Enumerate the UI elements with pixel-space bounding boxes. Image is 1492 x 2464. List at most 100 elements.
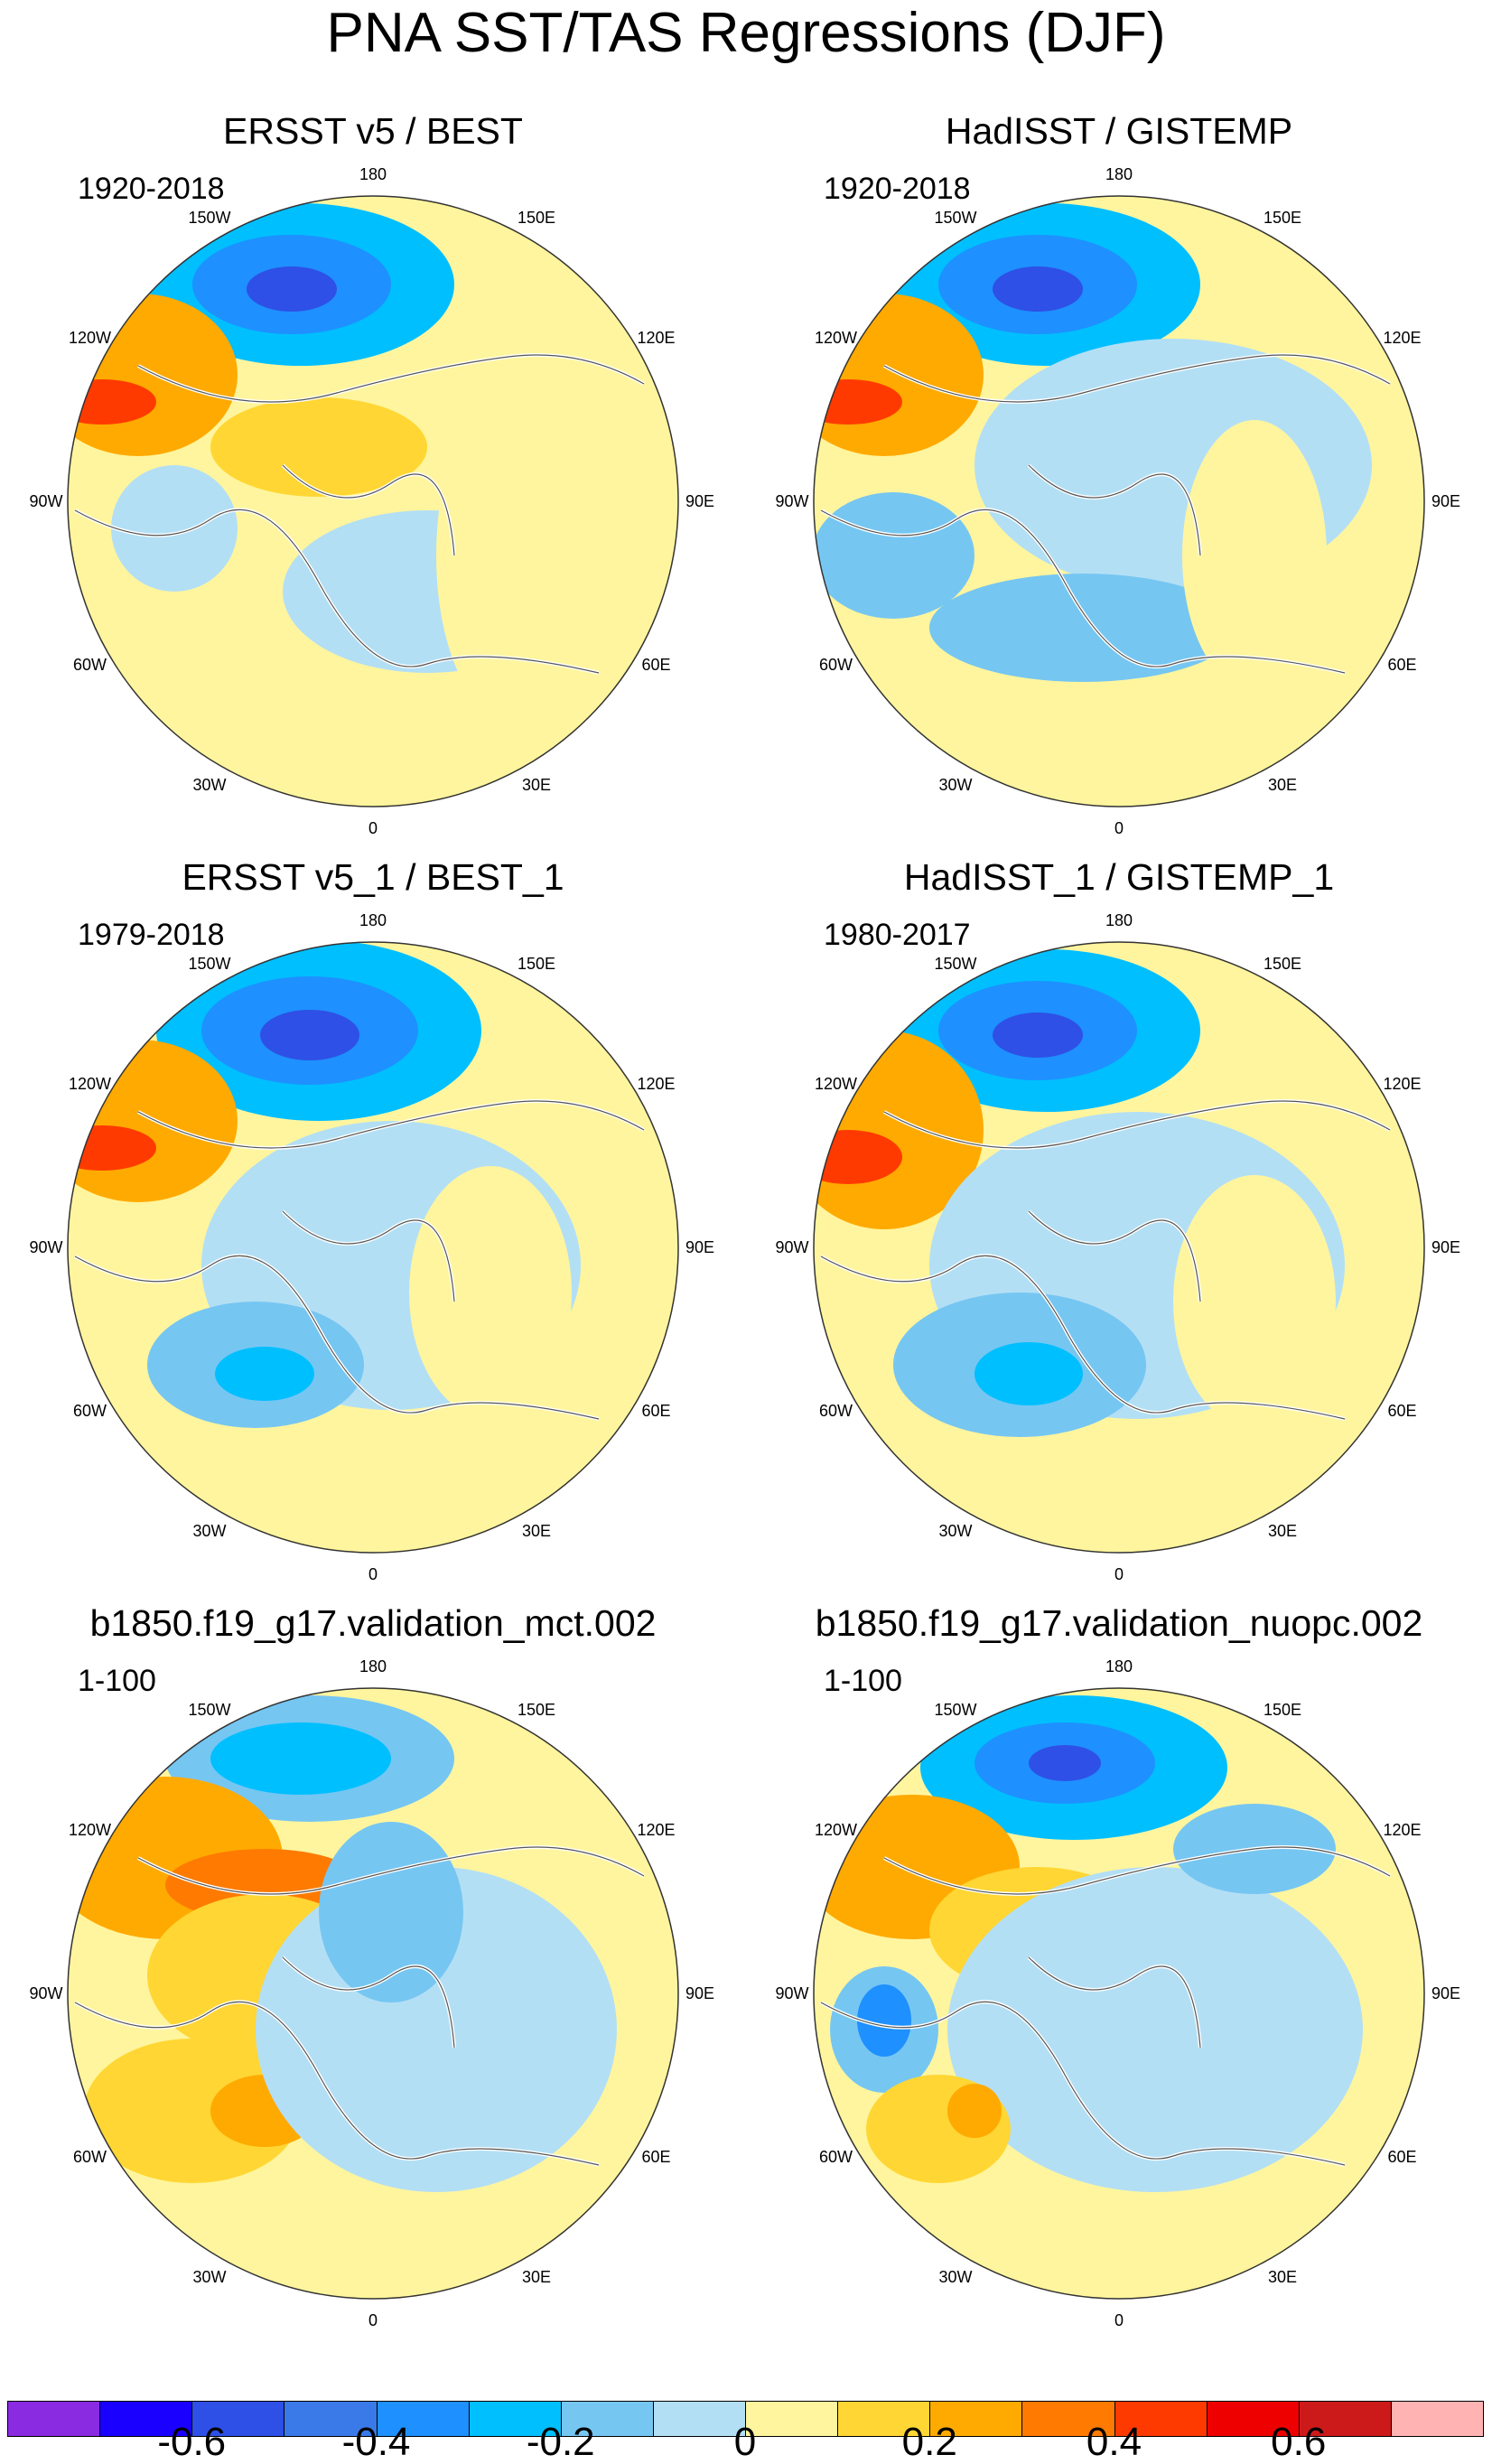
- anomaly-contour: [409, 1166, 572, 1419]
- colorbar-swatch: [1390, 2401, 1484, 2437]
- longitude-label: 180: [1105, 1657, 1133, 1675]
- anomaly-contour: [857, 1984, 911, 2057]
- panel-title: b1850.f19_g17.validation_nuopc.002: [815, 1602, 1423, 1644]
- anomaly-contour: [84, 2039, 301, 2183]
- anomaly-contour: [814, 379, 902, 425]
- map-panel: HadISST_1 / GISTEMP_1 1980-2017 180 150W 150…: [746, 856, 1492, 1602]
- anomaly-contour: [814, 294, 984, 456]
- map-panel: b1850.f19_g17.validation_nuopc.002 1-100 1…: [746, 1602, 1492, 2348]
- longitude-label: 0: [1114, 2311, 1124, 2329]
- colorbar-tick-label: -0.2: [526, 2420, 595, 2464]
- longitude-label: 30E: [1267, 1521, 1298, 1540]
- panel-title: HadISST / GISTEMP: [945, 110, 1293, 152]
- panel-title: HadISST_1 / GISTEMP_1: [903, 856, 1335, 898]
- colorbar-swatch: [1021, 2401, 1115, 2437]
- anomaly-contour: [993, 1013, 1083, 1058]
- polar-map: [67, 941, 679, 1554]
- map-panel: ERSST v5_1 / BEST_1 1979-2018 180 150W 150E 1…: [0, 856, 746, 1602]
- longitude-label: 120W: [68, 1075, 111, 1093]
- longitude-label: 120W: [814, 329, 857, 347]
- longitude-label: 120E: [637, 1075, 676, 1093]
- colorbar-tick-label: 0.4: [1086, 2420, 1142, 2464]
- longitude-label: 90E: [1431, 1984, 1461, 2002]
- coastline: [74, 354, 645, 674]
- longitude-label: 150W: [934, 209, 977, 228]
- anomaly-contour: [210, 397, 427, 497]
- colorbar-swatch: [7, 2401, 101, 2437]
- colorbar-tick-label: 0: [733, 2420, 757, 2464]
- polar-map: [813, 195, 1425, 807]
- map-boundary: [813, 195, 1425, 807]
- longitude-label: 30W: [192, 775, 227, 794]
- longitude-label: 0: [368, 819, 378, 837]
- colorbar-tick-label: -0.6: [157, 2420, 227, 2464]
- longitude-label: 90W: [29, 492, 63, 510]
- anomaly-contour: [260, 1010, 359, 1060]
- longitude-label: 0: [368, 1565, 378, 1583]
- polar-map: [813, 1687, 1425, 2300]
- colorbar-swatch: [1114, 2401, 1208, 2437]
- longitude-label: 60E: [1387, 656, 1417, 674]
- longitude-label: 60W: [72, 2148, 107, 2166]
- longitude-label: 30E: [521, 2267, 552, 2286]
- longitude-label: 60E: [641, 656, 671, 674]
- polar-map: [67, 195, 679, 807]
- colorbar-swatch: [1206, 2401, 1300, 2437]
- longitude-label: 150E: [1263, 955, 1302, 974]
- anomaly-contour: [1182, 420, 1327, 691]
- anomaly-contour: [993, 266, 1083, 312]
- colorbar-swatch: [468, 2401, 562, 2437]
- figure-title: PNA SST/TAS Regressions (DJF): [326, 2, 1166, 64]
- longitude-label: 30W: [938, 1521, 973, 1540]
- longitude-label: 120E: [637, 1821, 676, 1839]
- longitude-label: 120E: [637, 329, 676, 347]
- colorbar-swatch: [652, 2401, 746, 2437]
- longitude-label: 90E: [1431, 492, 1461, 510]
- longitude-label: 30W: [192, 2267, 227, 2286]
- polar-map: [67, 1687, 679, 2300]
- anomaly-contour: [247, 266, 337, 312]
- longitude-label: 150W: [934, 1701, 977, 1720]
- anomaly-contour: [215, 1347, 314, 1401]
- longitude-label: 180: [1105, 165, 1133, 183]
- longitude-label: 30E: [1267, 2267, 1298, 2286]
- map-boundary: [813, 941, 1425, 1554]
- longitude-label: 60E: [1387, 1402, 1417, 1420]
- coastline: [820, 1100, 1391, 1420]
- longitude-label: 150W: [188, 209, 231, 228]
- colorbar-tick-label: 0.2: [901, 2420, 957, 2464]
- longitude-label: 120E: [1383, 1821, 1422, 1839]
- longitude-label: 30E: [1267, 775, 1298, 794]
- longitude-label: 150E: [1263, 1701, 1302, 1720]
- colorbar-swatch: [837, 2401, 931, 2437]
- anomaly-contour: [84, 610, 301, 754]
- anomaly-contour: [1029, 1745, 1101, 1781]
- colorbar-swatch: [376, 2401, 470, 2437]
- period-label: 1-100: [824, 1664, 902, 1698]
- anomaly-contour: [814, 492, 974, 619]
- coastline: [74, 1100, 645, 1420]
- longitude-label: 60W: [818, 1402, 853, 1420]
- anomaly-contour: [68, 1125, 156, 1171]
- longitude-label: 60W: [72, 656, 107, 674]
- period-label: 1980-2017: [824, 918, 971, 952]
- longitude-label: 30E: [521, 1521, 552, 1540]
- period-label: 1920-2018: [78, 172, 225, 206]
- longitude-label: 90W: [775, 492, 809, 510]
- map-panel: b1850.f19_g17.validation_mct.002 1-100 180…: [0, 1602, 746, 2348]
- colorbar: [7, 2401, 1484, 2441]
- longitude-label: 150E: [517, 955, 556, 974]
- longitude-label: 150W: [188, 1701, 231, 1720]
- anomaly-contour: [947, 2084, 1002, 2138]
- period-label: 1920-2018: [824, 172, 971, 206]
- longitude-label: 30W: [938, 775, 973, 794]
- longitude-label: 120W: [68, 1821, 111, 1839]
- coastline: [74, 1846, 645, 2166]
- colorbar-swatch: [745, 2401, 839, 2437]
- longitude-label: 60E: [641, 1402, 671, 1420]
- anomaly-contour: [436, 393, 581, 718]
- anomaly-contour: [319, 1822, 463, 2002]
- map-boundary: [67, 941, 679, 1554]
- map-panel: ERSST v5 / BEST 1920-2018 180 150W 150E 120W 1…: [0, 110, 746, 856]
- longitude-label: 180: [359, 1657, 387, 1675]
